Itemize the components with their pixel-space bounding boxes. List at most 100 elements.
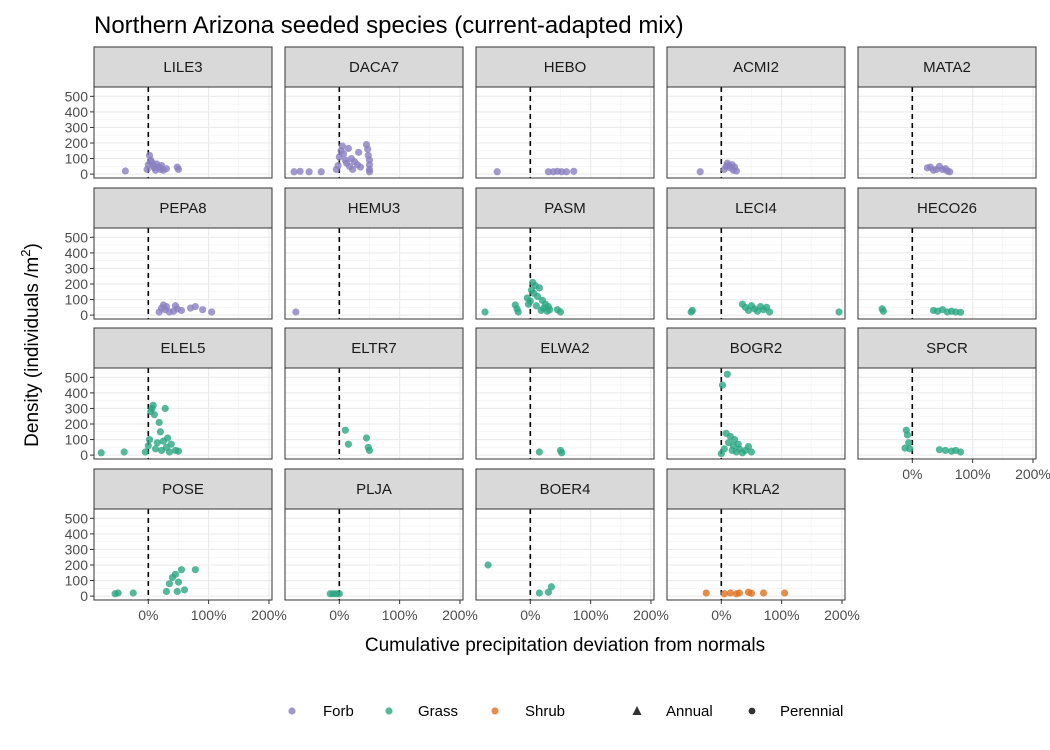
panel-strip — [284, 468, 464, 510]
y-tick-label: 200 — [65, 135, 89, 151]
panel-strip — [666, 468, 846, 510]
data-point — [956, 448, 965, 456]
data-point — [305, 168, 313, 176]
data-point — [726, 589, 734, 597]
panel-background — [94, 87, 272, 178]
data-point — [732, 167, 740, 175]
panel-bogr2: BOGR2 — [666, 327, 846, 460]
panel-strip — [93, 468, 273, 510]
panel-elwa2: ELWA2 — [475, 327, 655, 460]
panel-background — [858, 228, 1036, 319]
panel-strip — [475, 187, 655, 229]
data-point — [718, 381, 727, 389]
data-point — [191, 566, 199, 574]
y-tick-label: 100 — [65, 151, 89, 167]
y-tick-label: 400 — [65, 526, 89, 542]
data-point — [905, 439, 913, 447]
panel-daca7: DACA7 — [284, 46, 464, 179]
data-point — [956, 308, 965, 316]
data-point — [165, 580, 174, 588]
panel-background — [94, 368, 272, 459]
y-tick-label: 200 — [65, 416, 89, 432]
data-point — [946, 168, 954, 176]
data-point — [526, 297, 534, 305]
panel-strip — [666, 46, 846, 88]
panel-pasm: PASM — [475, 187, 655, 320]
data-point — [161, 404, 169, 413]
data-point — [362, 434, 371, 442]
data-point — [765, 308, 774, 316]
data-point — [208, 308, 216, 316]
panel-hebo: HEBO — [475, 46, 655, 179]
x-tick-label: 200% — [1015, 466, 1050, 482]
data-point — [514, 308, 522, 316]
data-point — [935, 446, 944, 454]
data-point — [547, 583, 556, 591]
y-tick-label: 400 — [65, 385, 89, 401]
data-point — [835, 308, 843, 316]
x-tick-label: 0% — [902, 466, 922, 482]
panel-border — [93, 227, 273, 320]
panel-acmi2: ACMI2 — [666, 46, 846, 179]
legend-key — [288, 707, 296, 715]
y-tick-label: 300 — [65, 400, 89, 416]
panel-background — [667, 509, 845, 600]
panel-background — [667, 228, 845, 319]
panel-background — [285, 87, 463, 178]
data-point — [341, 426, 349, 434]
panel-label: ELWA2 — [540, 340, 589, 357]
data-point — [121, 167, 129, 175]
data-point — [484, 561, 492, 569]
panel-background — [285, 228, 463, 319]
panel-spcr: SPCR 0% 100% 200% — [857, 327, 1050, 482]
data-point — [544, 588, 553, 596]
panel-strip — [475, 468, 655, 510]
y-tick-label: 300 — [65, 119, 89, 135]
data-point — [164, 434, 172, 442]
panel-background — [476, 87, 654, 178]
panel-border — [666, 86, 846, 179]
panel-label: ACMI2 — [733, 59, 779, 76]
x-tick-label: 0% — [520, 607, 540, 623]
panel-strip — [284, 46, 464, 88]
data-point — [177, 566, 186, 574]
data-point — [141, 448, 149, 456]
panel-background — [858, 87, 1036, 178]
panel-border — [475, 367, 655, 460]
panel-leci4: LECI4 — [666, 187, 846, 320]
panel-label: PLJA — [356, 481, 392, 498]
legend-label: Annual — [666, 703, 713, 720]
data-point — [364, 145, 372, 153]
data-point — [292, 308, 300, 316]
panel-label: DACA7 — [349, 59, 399, 76]
data-point — [334, 161, 342, 170]
chart-title: Northern Arizona seeded species (current… — [94, 12, 684, 39]
data-point — [365, 446, 374, 455]
data-point — [344, 144, 352, 153]
y-tick-label: 0 — [80, 447, 88, 463]
data-point — [171, 570, 180, 578]
panel-background — [476, 228, 654, 319]
data-point — [702, 589, 710, 597]
panel-label: PEPA8 — [159, 200, 206, 217]
legend-key-triangle — [632, 706, 642, 715]
data-point — [556, 308, 565, 316]
y-axis-title: Density (individuals /m2) — [18, 243, 43, 447]
data-point — [155, 418, 163, 427]
panel-border — [666, 508, 846, 601]
data-point — [162, 587, 171, 596]
data-point — [365, 168, 374, 176]
data-point — [493, 168, 501, 176]
data-point — [941, 446, 950, 455]
data-point — [535, 589, 543, 597]
panel-border — [475, 508, 655, 601]
x-tick-label: 200% — [824, 607, 860, 623]
panel-border — [93, 508, 273, 601]
y-tick-label: 100 — [65, 292, 89, 308]
y-axis-title-close: ) — [22, 243, 43, 249]
panel-border — [284, 86, 464, 179]
data-point — [317, 168, 325, 176]
y-tick-label: 500 — [65, 369, 89, 385]
y-tick-label: 100 — [65, 432, 89, 448]
